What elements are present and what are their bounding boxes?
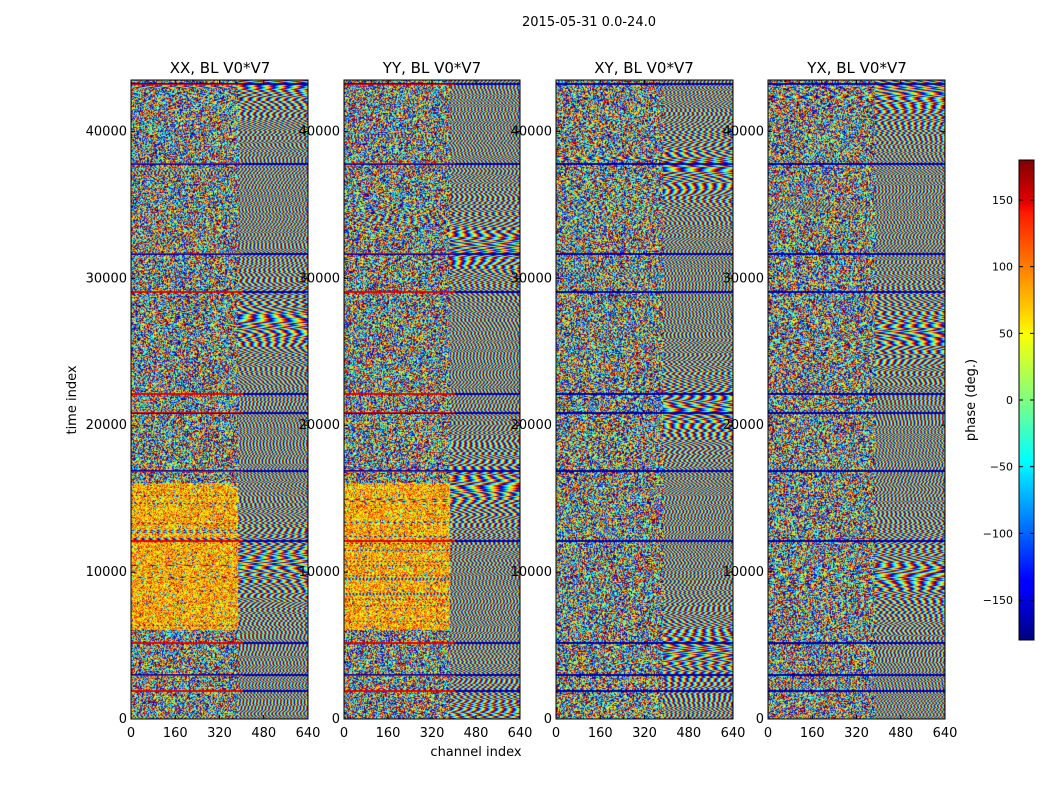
y-tick-label: 0 bbox=[544, 712, 552, 727]
colorbar: 150 100 50 0 −50 −100 −150 phase (deg.) bbox=[964, 159, 1035, 641]
x-axis-label: channel index bbox=[430, 745, 521, 760]
y-tick-label: 0 bbox=[332, 712, 340, 727]
y-tick-label: 20000 bbox=[299, 418, 340, 433]
panel-title: XX, BL V0*V7 bbox=[170, 59, 271, 77]
x-tick-label: 480 bbox=[888, 726, 913, 741]
y-tick-label: 30000 bbox=[511, 271, 552, 286]
colorbar-tick-label: 50 bbox=[999, 327, 1013, 340]
y-tick-label: 10000 bbox=[86, 565, 127, 580]
y-axis-label: time index bbox=[65, 365, 80, 434]
x-tick-label: 0 bbox=[552, 726, 560, 741]
colorbar-tick-label: 150 bbox=[992, 194, 1013, 207]
x-tick-label: 0 bbox=[340, 726, 348, 741]
colorbar-tick-label: 100 bbox=[992, 261, 1013, 274]
colorbar-tick-label: −100 bbox=[983, 527, 1013, 540]
x-tick-label: 480 bbox=[251, 726, 276, 741]
panel-title: YY, BL V0*V7 bbox=[382, 59, 481, 77]
y-axis-ticks: 0 10000 20000 30000 40000 bbox=[299, 124, 520, 727]
x-tick-label: 640 bbox=[508, 726, 533, 741]
x-axis-ticks: 0 160 320 480 640 bbox=[552, 80, 746, 741]
colorbar-tick-label: 0 bbox=[1006, 394, 1013, 407]
y-tick-label: 30000 bbox=[86, 271, 127, 286]
x-tick-label: 160 bbox=[588, 726, 613, 741]
y-axis-ticks: 0 10000 20000 30000 40000 bbox=[511, 124, 733, 727]
phase-heatmap bbox=[344, 80, 520, 719]
x-tick-label: 0 bbox=[127, 726, 135, 741]
y-tick-label: 20000 bbox=[511, 418, 552, 433]
x-tick-label: 480 bbox=[676, 726, 701, 741]
x-tick-label: 480 bbox=[464, 726, 489, 741]
phase-heatmap bbox=[768, 80, 945, 719]
x-axis-ticks: 0 160 320 480 640 bbox=[340, 80, 533, 741]
colorbar-tick-label: −50 bbox=[990, 461, 1013, 474]
panel-title: YX, BL V0*V7 bbox=[806, 59, 907, 77]
y-tick-label: 0 bbox=[756, 712, 764, 727]
y-tick-label: 30000 bbox=[723, 271, 764, 286]
x-tick-label: 0 bbox=[764, 726, 772, 741]
x-tick-label: 640 bbox=[933, 726, 958, 741]
x-tick-label: 320 bbox=[632, 726, 657, 741]
y-tick-label: 10000 bbox=[723, 565, 764, 580]
colorbar-tick-label: −150 bbox=[983, 594, 1013, 607]
y-tick-label: 20000 bbox=[723, 418, 764, 433]
x-tick-label: 320 bbox=[844, 726, 869, 741]
x-tick-label: 320 bbox=[420, 726, 445, 741]
panel-xx: XX, BL V0*V7 0 160 320 480 640 0 10000 20000 30… bbox=[86, 59, 321, 741]
y-tick-label: 40000 bbox=[86, 124, 127, 139]
y-tick-label: 30000 bbox=[299, 271, 340, 286]
y-tick-label: 40000 bbox=[511, 124, 552, 139]
x-axis-ticks: 0 160 320 480 640 bbox=[764, 80, 958, 741]
y-tick-label: 10000 bbox=[299, 565, 340, 580]
panel-yy: YY, BL V0*V7 0 160 320 480 640 0 10000 20000 30… bbox=[299, 59, 533, 741]
y-axis-ticks: 0 10000 20000 30000 40000 bbox=[723, 124, 945, 727]
x-axis-ticks: 0 160 320 480 640 bbox=[127, 80, 321, 741]
x-tick-label: 160 bbox=[376, 726, 401, 741]
x-tick-label: 640 bbox=[296, 726, 321, 741]
phase-heatmap bbox=[131, 80, 308, 719]
x-tick-label: 320 bbox=[207, 726, 232, 741]
y-tick-label: 40000 bbox=[299, 124, 340, 139]
x-tick-label: 160 bbox=[800, 726, 825, 741]
phase-heatmap bbox=[556, 80, 733, 719]
y-tick-label: 40000 bbox=[723, 124, 764, 139]
colorbar-label: phase (deg.) bbox=[964, 359, 979, 441]
x-tick-label: 160 bbox=[163, 726, 188, 741]
y-axis-ticks: 0 10000 20000 30000 40000 bbox=[86, 124, 308, 727]
y-tick-label: 10000 bbox=[511, 565, 552, 580]
panel-yx: YX, BL V0*V7 0 160 320 480 640 0 10000 20000 30… bbox=[723, 59, 958, 741]
x-tick-label: 640 bbox=[721, 726, 746, 741]
colorbar-ticks: 150 100 50 0 −50 −100 −150 bbox=[983, 194, 1034, 607]
panel-xy: XY, BL V0*V7 0 160 320 480 640 0 10000 20000 30… bbox=[511, 59, 746, 741]
panel-title: XY, BL V0*V7 bbox=[594, 59, 694, 77]
y-tick-label: 0 bbox=[119, 712, 127, 727]
figure-suptitle: 2015-05-31 0.0-24.0 bbox=[522, 15, 656, 30]
y-tick-label: 20000 bbox=[86, 418, 127, 433]
